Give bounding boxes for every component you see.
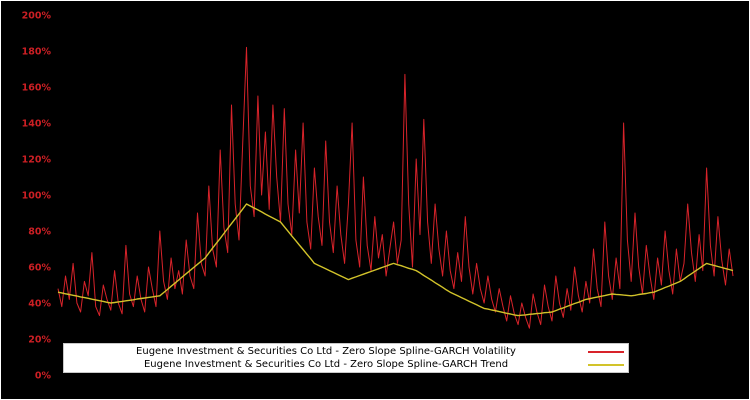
volatility-line-sample: [588, 350, 624, 353]
legend-label-trend: Eugene Investment & Securities Co Ltd - …: [143, 359, 509, 370]
y-axis-tick-label: 60%: [28, 263, 51, 274]
y-axis-tick-label: 200%: [22, 11, 52, 22]
y-axis-tick-label: 20%: [28, 335, 51, 346]
y-axis-tick-label: 160%: [22, 83, 52, 94]
y-axis-tick-label: 100%: [22, 191, 52, 202]
y-axis-tick-label: 80%: [28, 227, 51, 238]
y-axis-tick-label: 40%: [28, 299, 51, 310]
y-axis-tick-label: 0%: [35, 371, 52, 382]
y-axis-tick-label: 140%: [22, 119, 52, 130]
y-axis-tick-label: 180%: [22, 47, 52, 58]
y-axis-tick-label: 120%: [22, 155, 52, 166]
legend-item-volatility: Eugene Investment & Securities Co Ltd - …: [68, 345, 624, 358]
legend-item-trend: Eugene Investment & Securities Co Ltd - …: [68, 358, 624, 371]
volatility-series-line: [57, 46, 734, 329]
trend-series-line: [57, 203, 734, 317]
trend-line-sample: [588, 363, 624, 366]
legend: Eugene Investment & Securities Co Ltd - …: [63, 343, 629, 373]
legend-label-volatility: Eugene Investment & Securities Co Ltd - …: [136, 346, 516, 357]
